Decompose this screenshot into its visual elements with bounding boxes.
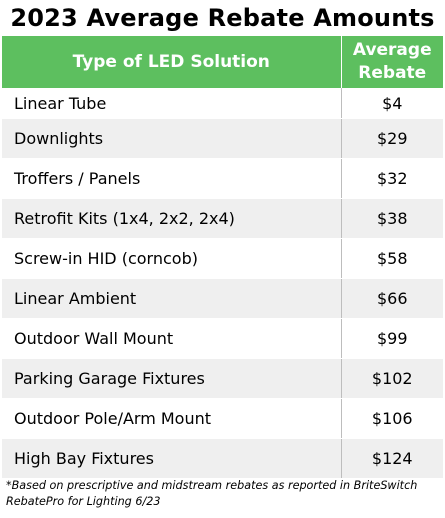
led-solution-type: Outdoor Pole/Arm Mount bbox=[2, 398, 342, 439]
table-row: Downlights $29 bbox=[2, 118, 443, 159]
average-rebate-value: $66 bbox=[341, 278, 443, 319]
header-row: Type of LED Solution Average Rebate bbox=[2, 36, 443, 88]
column-header-solution: Type of LED Solution bbox=[2, 36, 342, 88]
table-row: Linear Tube $4 bbox=[2, 88, 443, 119]
led-solution-type: Downlights bbox=[2, 118, 342, 159]
average-rebate-value: $29 bbox=[341, 118, 443, 159]
led-solution-type: Linear Ambient bbox=[2, 278, 342, 319]
column-header-average-line1: Average bbox=[352, 40, 432, 60]
source-footnote: *Based on prescriptive and midstream reb… bbox=[6, 479, 418, 508]
led-solution-type: Retrofit Kits (1x4, 2x2, 2x4) bbox=[2, 198, 342, 239]
table-row: Linear Ambient $66 bbox=[2, 278, 443, 319]
table-row: Parking Garage Fixtures $102 bbox=[2, 358, 443, 399]
led-solution-type: Linear Tube bbox=[2, 88, 342, 119]
average-rebate-value: $124 bbox=[341, 438, 443, 479]
led-solution-type: Parking Garage Fixtures bbox=[2, 358, 342, 399]
average-rebate-value: $102 bbox=[341, 358, 443, 399]
table-row: High Bay Fixtures $124 bbox=[2, 438, 443, 479]
average-rebate-value: $4 bbox=[341, 88, 443, 119]
table-row: Outdoor Pole/Arm Mount $106 bbox=[2, 398, 443, 439]
led-solution-type: Screw-in HID (corncob) bbox=[2, 238, 342, 279]
table-row: Outdoor Wall Mount $99 bbox=[2, 318, 443, 359]
column-header-average-rebate: Average Rebate bbox=[341, 36, 443, 88]
average-rebate-value: $58 bbox=[341, 238, 443, 279]
led-solution-type: Outdoor Wall Mount bbox=[2, 318, 342, 359]
average-rebate-value: $38 bbox=[341, 198, 443, 239]
table-row: Troffers / Panels $32 bbox=[2, 158, 443, 199]
table-row: Screw-in HID (corncob) $58 bbox=[2, 238, 443, 279]
average-rebate-value: $99 bbox=[341, 318, 443, 359]
average-rebate-value: $106 bbox=[341, 398, 443, 439]
table-row: Retrofit Kits (1x4, 2x2, 2x4) $38 bbox=[2, 198, 443, 239]
led-solution-type: Troffers / Panels bbox=[2, 158, 342, 199]
average-rebate-value: $32 bbox=[341, 158, 443, 199]
table-header: Type of LED Solution Average Rebate bbox=[2, 36, 443, 88]
page-title: 2023 Average Rebate Amounts bbox=[10, 4, 435, 32]
table-body: Linear Tube $4 Downlights $29 Troffers /… bbox=[2, 88, 443, 479]
column-header-average-line2: Rebate bbox=[358, 63, 427, 83]
led-solution-type: High Bay Fixtures bbox=[2, 438, 342, 479]
rebate-table: Type of LED Solution Average Rebate Line… bbox=[2, 36, 443, 479]
